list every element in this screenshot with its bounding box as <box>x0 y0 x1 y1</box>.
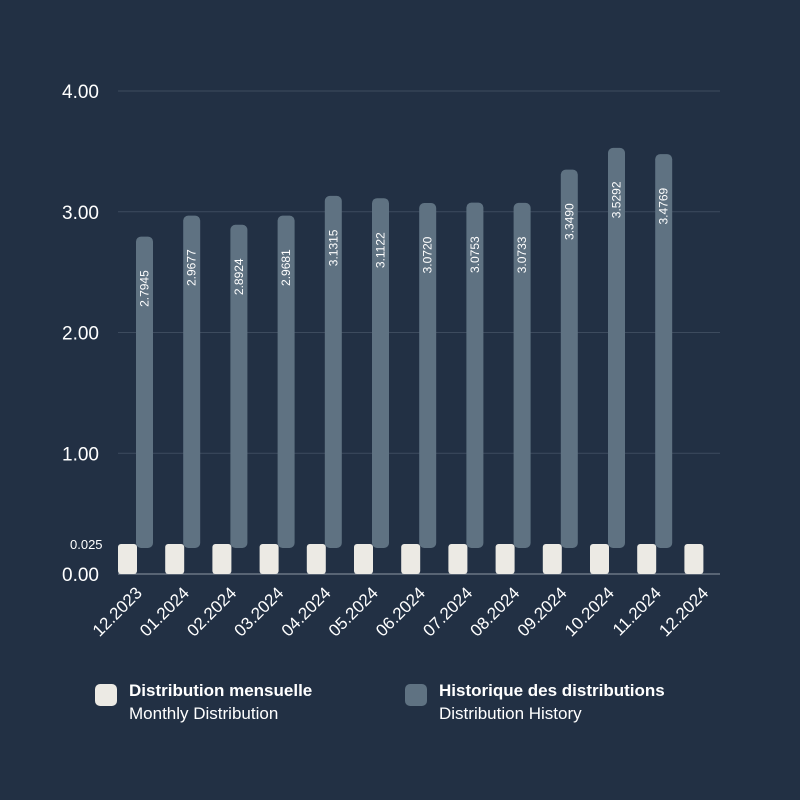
bar-monthly <box>495 544 515 574</box>
x-tick-label: 04.2024 <box>278 583 335 640</box>
bar-monthly <box>542 544 562 574</box>
legend-item-monthly: Distribution mensuelle Monthly Distribut… <box>95 680 312 726</box>
bar-monthly <box>637 544 657 574</box>
x-tick-label: 05.2024 <box>325 583 382 640</box>
bar-history <box>230 224 248 548</box>
y-tick-label: 2.00 <box>62 324 99 345</box>
x-tick-label: 01.2024 <box>136 583 193 640</box>
y-tick-label: 0.00 <box>62 565 99 586</box>
legend-label-primary: Historique des distributions <box>439 681 665 700</box>
y-tick-label: 4.00 <box>62 82 99 103</box>
legend-text-history: Historique des distributions Distributio… <box>439 680 665 726</box>
data-label: 3.0733 <box>515 236 529 273</box>
bar-monthly <box>212 544 232 574</box>
data-label: 3.3490 <box>562 203 576 240</box>
x-tick-label: 11.2024 <box>609 583 665 639</box>
bar-monthly <box>306 544 326 574</box>
data-label: 2.9677 <box>185 249 199 286</box>
bar-history <box>513 202 531 548</box>
x-tick-label: 09.2024 <box>514 583 571 640</box>
x-tick-label: 12.2023 <box>89 583 146 640</box>
x-tick-label: 07.2024 <box>419 583 476 640</box>
data-label: 2.7945 <box>138 270 152 307</box>
y-tick-label: 1.00 <box>62 444 99 465</box>
legend-text-monthly: Distribution mensuelle Monthly Distribut… <box>129 680 312 726</box>
x-tick-label: 10.2024 <box>561 583 618 640</box>
data-label: 3.4769 <box>657 187 671 224</box>
bar-history <box>560 169 578 548</box>
legend-swatch-monthly <box>95 684 117 706</box>
bar-monthly <box>354 544 373 574</box>
data-label: 2.8924 <box>232 258 246 295</box>
legend-label-secondary: Distribution History <box>439 704 582 723</box>
data-label: 3.1122 <box>374 232 388 268</box>
bar-monthly <box>448 544 468 574</box>
x-tick-label: 03.2024 <box>231 583 288 640</box>
bar-history <box>608 147 625 548</box>
legend-item-history: Historique des distributions Distributio… <box>405 680 665 726</box>
bar-history <box>136 236 153 548</box>
x-tick-label: 08.2024 <box>467 583 524 640</box>
y-tick-label-small: 0.025 <box>70 537 103 552</box>
bar-history <box>277 215 295 548</box>
bar-monthly <box>118 544 137 574</box>
data-label: 3.0720 <box>421 236 435 273</box>
data-label: 3.1315 <box>326 229 340 266</box>
bar-history <box>419 203 437 548</box>
x-tick-label: 02.2024 <box>183 583 240 640</box>
bar-monthly <box>401 544 421 574</box>
bar-monthly <box>259 544 279 574</box>
bar-history <box>655 154 673 549</box>
bar-history <box>372 198 389 548</box>
y-tick-label: 3.00 <box>62 203 99 224</box>
legend-label-primary: Distribution mensuelle <box>129 681 313 700</box>
bar-history <box>466 202 484 548</box>
legend-swatch-history <box>405 684 427 706</box>
legend: Distribution mensuelle Monthly Distribut… <box>95 680 755 740</box>
bar-monthly <box>165 544 185 574</box>
bar-monthly <box>684 544 704 574</box>
bar-history <box>324 195 342 548</box>
x-tick-label: 12.2024 <box>655 583 712 640</box>
data-label: 3.0753 <box>468 236 482 273</box>
data-label: 3.5292 <box>610 181 624 218</box>
x-tick-label: 06.2024 <box>372 583 429 640</box>
bar-monthly <box>590 544 609 574</box>
bar-history <box>183 215 201 549</box>
legend-label-secondary: Monthly Distribution <box>129 704 279 723</box>
data-label: 2.9681 <box>279 249 293 286</box>
